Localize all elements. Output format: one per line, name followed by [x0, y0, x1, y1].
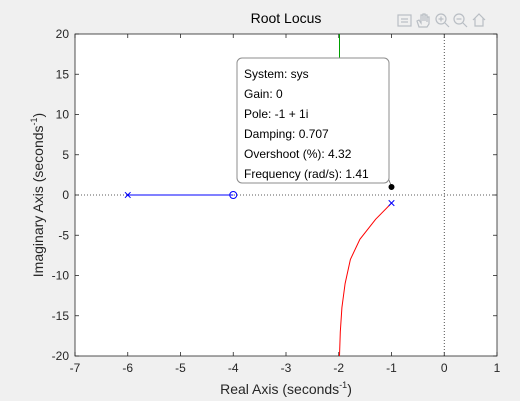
- x-tick-label: -6: [122, 361, 133, 375]
- pole-marker: [388, 199, 395, 207]
- y-tick-label: 5: [62, 148, 69, 162]
- zoom-in-icon[interactable]: [435, 13, 450, 28]
- x-tick-label: 0: [441, 361, 448, 375]
- export-icon[interactable]: [397, 14, 412, 27]
- zoom-out-icon[interactable]: [453, 13, 468, 28]
- y-tick-label: -20: [52, 349, 70, 363]
- data-tip-box: [236, 57, 390, 184]
- data-tip-overshoot: Overshoot (%): 4.32: [244, 147, 352, 161]
- data-tip-gain: Gain: 0: [244, 87, 283, 101]
- data-tip-system: System: sys: [244, 67, 309, 81]
- y-tick-label: 0: [62, 188, 69, 202]
- x-tick-label: -7: [70, 361, 81, 375]
- y-tick-label: 10: [56, 108, 70, 122]
- x-axis-title: Real Axis (seconds-1): [220, 380, 352, 397]
- y-tick-labels: -20 -15 -10 -5 0 5 10 15 20: [52, 27, 70, 363]
- y-tick-label: -10: [52, 269, 70, 283]
- x-tick-label: -1: [386, 361, 397, 375]
- x-tick-label: -4: [228, 361, 239, 375]
- figure-toolbar: [397, 13, 486, 28]
- home-icon[interactable]: [472, 13, 486, 27]
- x-tick-label: -5: [175, 361, 186, 375]
- x-tick-label: 1: [494, 361, 501, 375]
- locus-branch-2: [339, 202, 392, 357]
- data-tip-damping: Damping: 0.707: [244, 127, 329, 141]
- zero-marker: [229, 191, 238, 199]
- pole-marker: [124, 191, 131, 199]
- selected-point-layer: [388, 183, 395, 190]
- pan-icon[interactable]: [416, 13, 430, 28]
- data-tip-marker[interactable]: [388, 183, 395, 190]
- chart-title: Root Locus: [251, 10, 322, 26]
- y-tick-label: -15: [52, 309, 70, 323]
- y-tick-label: -5: [58, 228, 69, 242]
- data-tip-pole: Pole: -1 + 1i: [244, 107, 308, 121]
- pole-zero-markers: [124, 191, 395, 207]
- data-tip-frequency: Frequency (rad/s): 1.41: [244, 167, 369, 181]
- y-tick-label: 15: [56, 67, 70, 81]
- x-tick-label: -2: [333, 361, 344, 375]
- y-axis-title: Imaginary Axis (seconds-1): [29, 113, 46, 277]
- y-tick-label: 20: [56, 27, 70, 41]
- x-tick-label: -3: [281, 361, 292, 375]
- data-tip[interactable]: System: sys Gain: 0 Pole: -1 + 1i Dampin…: [236, 57, 392, 186]
- x-tick-labels: -7 -6 -5 -4 -3 -2 -1 0 1: [70, 361, 501, 375]
